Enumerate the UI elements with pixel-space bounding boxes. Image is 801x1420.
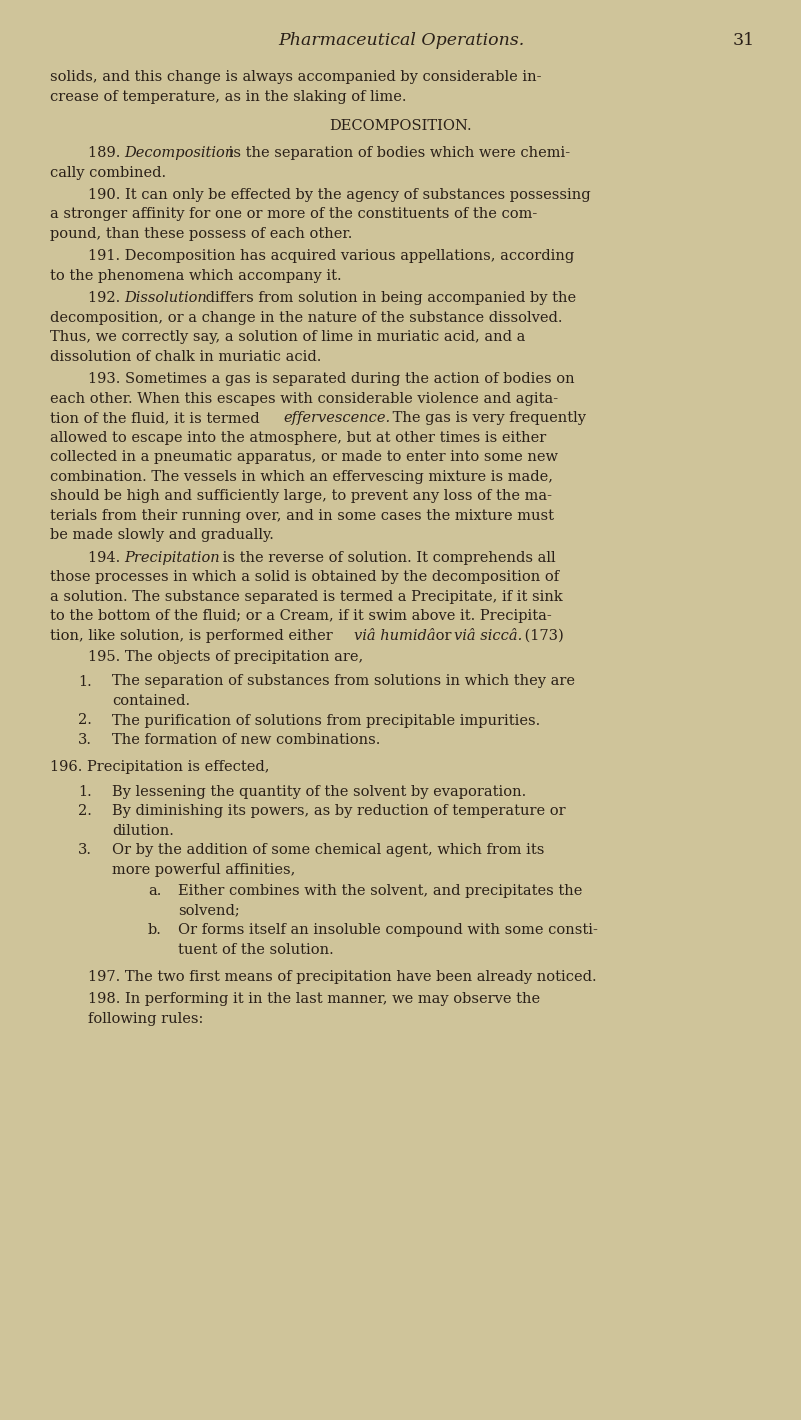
Text: DECOMPOSITION.: DECOMPOSITION. — [330, 119, 473, 132]
Text: solids, and this change is always accompanied by considerable in-: solids, and this change is always accomp… — [50, 70, 541, 84]
Text: Or by the addition of some chemical agent, which from its: Or by the addition of some chemical agen… — [112, 843, 545, 858]
Text: Thus, we correctly say, a solution of lime in muriatic acid, and a: Thus, we correctly say, a solution of li… — [50, 331, 525, 344]
Text: 193. Sometimes a gas is separated during the action of bodies on: 193. Sometimes a gas is separated during… — [88, 372, 574, 386]
Text: a.: a. — [148, 885, 161, 897]
Text: or: or — [431, 629, 456, 643]
Text: Or forms itself an insoluble compound with some consti-: Or forms itself an insoluble compound wi… — [178, 923, 598, 937]
Text: dilution.: dilution. — [112, 824, 174, 838]
Text: each other. When this escapes with considerable violence and agita-: each other. When this escapes with consi… — [50, 392, 558, 406]
Text: 1.: 1. — [78, 785, 92, 798]
Text: Either combines with the solvent, and precipitates the: Either combines with the solvent, and pr… — [178, 885, 582, 897]
Text: By lessening the quantity of the solvent by evaporation.: By lessening the quantity of the solvent… — [112, 785, 526, 798]
Text: should be high and sufficiently large, to prevent any loss of the ma-: should be high and sufficiently large, t… — [50, 490, 552, 503]
Text: those processes in which a solid is obtained by the decomposition of: those processes in which a solid is obta… — [50, 571, 559, 584]
Text: allowed to escape into the atmosphere, but at other times is either: allowed to escape into the atmosphere, b… — [50, 430, 546, 444]
Text: decomposition, or a change in the nature of the substance dissolved.: decomposition, or a change in the nature… — [50, 311, 562, 325]
Text: 2.: 2. — [78, 804, 92, 818]
Text: combination. The vessels in which an effervescing mixture is made,: combination. The vessels in which an eff… — [50, 470, 553, 484]
Text: b.: b. — [148, 923, 162, 937]
Text: is the reverse of solution. It comprehends all: is the reverse of solution. It comprehen… — [218, 551, 556, 565]
Text: 31: 31 — [733, 33, 755, 50]
Text: cally combined.: cally combined. — [50, 166, 166, 179]
Text: is the separation of bodies which were chemi-: is the separation of bodies which were c… — [224, 146, 570, 160]
Text: tion, like solution, is performed either: tion, like solution, is performed either — [50, 629, 337, 643]
Text: a solution. The substance separated is termed a Precipitate, if it sink: a solution. The substance separated is t… — [50, 589, 563, 604]
Text: 194.: 194. — [88, 551, 125, 565]
Text: 3.: 3. — [78, 733, 92, 747]
Text: 190. It can only be effected by the agency of substances possessing: 190. It can only be effected by the agen… — [88, 187, 590, 202]
Text: (173): (173) — [520, 629, 564, 643]
Text: Precipitation: Precipitation — [124, 551, 219, 565]
Text: crease of temperature, as in the slaking of lime.: crease of temperature, as in the slaking… — [50, 89, 406, 104]
Text: Pharmaceutical Operations.: Pharmaceutical Operations. — [278, 33, 524, 50]
Text: solvend;: solvend; — [178, 903, 239, 917]
Text: The purification of solutions from precipitable impurities.: The purification of solutions from preci… — [112, 713, 540, 727]
Text: 189.: 189. — [88, 146, 125, 160]
Text: more powerful affinities,: more powerful affinities, — [112, 863, 296, 876]
Text: Decomposition: Decomposition — [124, 146, 234, 160]
Text: The gas is very frequently: The gas is very frequently — [388, 412, 586, 425]
Text: be made slowly and gradually.: be made slowly and gradually. — [50, 528, 274, 542]
Text: 1.: 1. — [78, 674, 92, 689]
Text: collected in a pneumatic apparatus, or made to enter into some new: collected in a pneumatic apparatus, or m… — [50, 450, 558, 464]
Text: pound, than these possess of each other.: pound, than these possess of each other. — [50, 227, 352, 241]
Text: to the bottom of the fluid; or a Cream, if it swim above it. Precipita-: to the bottom of the fluid; or a Cream, … — [50, 609, 552, 623]
Text: 198. In performing it in the last manner, we may observe the: 198. In performing it in the last manner… — [88, 993, 540, 1007]
Text: a stronger affinity for one or more of the constituents of the com-: a stronger affinity for one or more of t… — [50, 207, 537, 222]
Text: The formation of new combinations.: The formation of new combinations. — [112, 733, 380, 747]
Text: terials from their running over, and in some cases the mixture must: terials from their running over, and in … — [50, 508, 554, 523]
Text: to the phenomena which accompany it.: to the phenomena which accompany it. — [50, 268, 341, 283]
Text: 196. Precipitation is effected,: 196. Precipitation is effected, — [50, 760, 269, 774]
Text: 197. The two first means of precipitation have been already noticed.: 197. The two first means of precipitatio… — [88, 970, 597, 984]
Text: 3.: 3. — [78, 843, 92, 858]
Text: effervescence.: effervescence. — [283, 412, 390, 425]
Text: following rules:: following rules: — [88, 1012, 203, 1025]
Text: Dissolution: Dissolution — [124, 291, 207, 305]
Text: 192.: 192. — [88, 291, 125, 305]
Text: contained.: contained. — [112, 694, 190, 709]
Text: tuent of the solution.: tuent of the solution. — [178, 943, 334, 957]
Text: 191. Decomposition has acquired various appellations, according: 191. Decomposition has acquired various … — [88, 250, 574, 263]
Text: dissolution of chalk in muriatic acid.: dissolution of chalk in muriatic acid. — [50, 349, 321, 364]
Text: viâ humidâ: viâ humidâ — [354, 629, 436, 643]
Text: By diminishing its powers, as by reduction of temperature or: By diminishing its powers, as by reducti… — [112, 804, 566, 818]
Text: differs from solution in being accompanied by the: differs from solution in being accompani… — [201, 291, 576, 305]
Text: tion of the fluid, it is termed: tion of the fluid, it is termed — [50, 412, 264, 425]
Text: viâ siccâ.: viâ siccâ. — [454, 629, 522, 643]
Text: The separation of substances from solutions in which they are: The separation of substances from soluti… — [112, 674, 575, 689]
Text: 2.: 2. — [78, 713, 92, 727]
Text: 195. The objects of precipitation are,: 195. The objects of precipitation are, — [88, 650, 363, 665]
